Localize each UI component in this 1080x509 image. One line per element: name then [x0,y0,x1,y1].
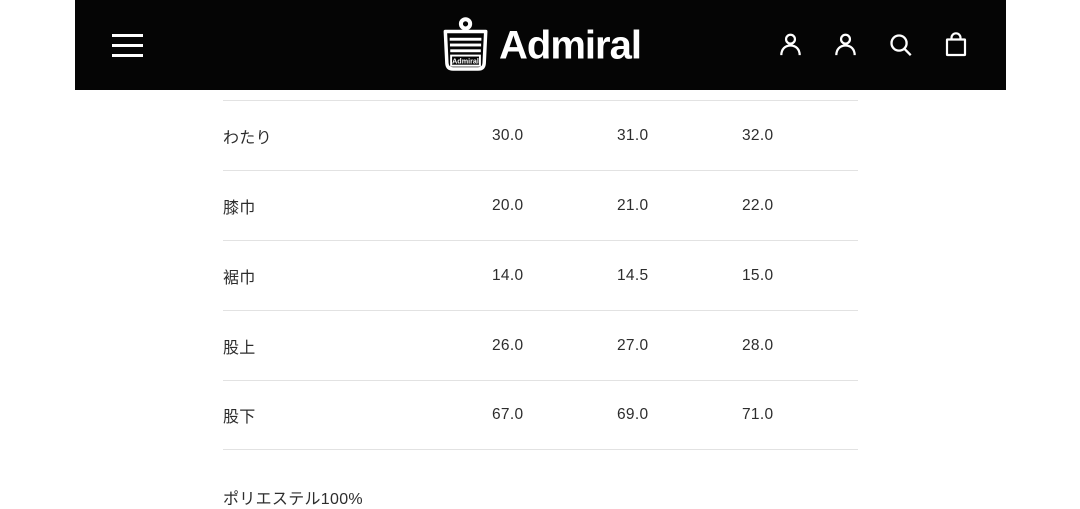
row-label: わたり [223,129,272,147]
size-value: 14.0 [492,266,524,284]
size-value: 14.5 [617,266,649,284]
search-icon[interactable] [886,30,915,60]
size-value: 32.0 [742,126,774,144]
user-icon[interactable] [831,30,860,60]
brand-logo[interactable]: Admiral Admiral [440,17,642,74]
size-value: 22.0 [742,196,774,214]
header-icons [776,30,971,60]
size-value: 26.0 [492,336,524,354]
size-value: 28.0 [742,336,774,354]
size-value: 31.0 [617,126,649,144]
brand-wordmark: Admiral [499,23,642,67]
material-note: ポリエステル100% [223,491,363,508]
table-row: 裾巾 14.0 14.5 15.0 [223,240,858,310]
size-chart-table: わたり 30.0 31.0 32.0 膝巾 20.0 21.0 22.0 裾巾 … [223,100,858,450]
row-label: 股上 [223,339,256,357]
table-row: わたり 30.0 31.0 32.0 [223,100,858,170]
size-value: 69.0 [617,406,649,423]
size-value: 21.0 [617,196,649,214]
menu-button[interactable] [112,33,143,57]
user-icon[interactable] [776,30,805,60]
size-value: 30.0 [492,126,524,144]
table-row: 膝巾 20.0 21.0 22.0 [223,170,858,240]
site-header: Admiral Admiral [75,0,1006,90]
row-label: 膝巾 [223,199,256,217]
table-row: 股上 26.0 27.0 28.0 [223,310,858,380]
admiral-hat-icon: Admiral [440,17,490,74]
size-value: 15.0 [742,266,774,284]
row-label: 股下 [223,409,256,426]
size-value: 67.0 [492,406,524,423]
size-value: 27.0 [617,336,649,354]
row-label: 裾巾 [223,269,256,287]
page: Admiral Admiral [75,0,1006,509]
hat-badge-label: Admiral [452,56,479,65]
table-row: 股下 67.0 69.0 71.0 [223,380,858,450]
main-content: わたり 30.0 31.0 32.0 膝巾 20.0 21.0 22.0 裾巾 … [75,100,1006,509]
shopping-bag-icon[interactable] [941,30,971,60]
size-value: 20.0 [492,196,524,214]
size-value: 71.0 [742,406,774,423]
